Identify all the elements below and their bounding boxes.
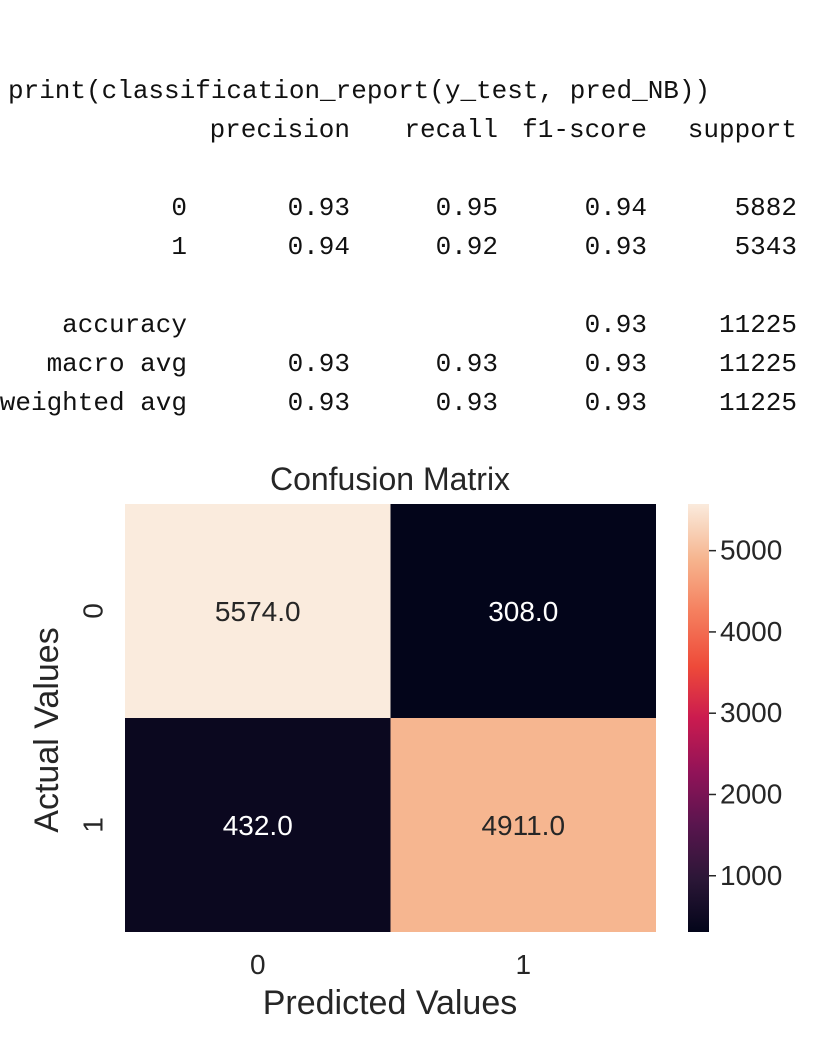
header-f1-score: f1-score	[522, 115, 647, 145]
row-precision: 0.94	[287, 232, 350, 262]
report-command: print(classification_report(y_test, pred…	[8, 76, 711, 106]
colorbar-tick-label: 1000	[720, 860, 782, 891]
row-label: macro avg	[46, 349, 187, 379]
row-recall: 0.93	[435, 349, 498, 379]
report-command-line: print(classification_report(y_test, pred…	[0, 72, 830, 111]
colorbar-tick-label: 5000	[720, 535, 782, 566]
colorbar-tick-label: 3000	[720, 697, 782, 728]
colorbar-tick-label: 4000	[720, 616, 782, 647]
x-axis-label: Predicted Values	[263, 984, 518, 1022]
heatmap-cell	[390, 504, 656, 718]
row-recall: 0.95	[435, 193, 498, 223]
cell-annotation: 5574.0	[215, 596, 301, 627]
row-precision: 0.93	[287, 349, 350, 379]
row-recall: 0.92	[435, 232, 498, 262]
cell-annotation: 308.0	[488, 596, 558, 627]
row-support: 5882	[734, 193, 797, 223]
row-label: 1	[171, 232, 187, 262]
row-support: 11225	[718, 388, 797, 418]
row-support: 11225	[718, 310, 797, 340]
row-label: accuracy	[62, 310, 187, 340]
row-support: 11225	[718, 349, 797, 379]
row-precision: 0.93	[287, 193, 350, 223]
report-row-macro-avg: macro avg 0.93 0.93 0.93 11225	[0, 345, 830, 384]
row-precision: 0.93	[287, 388, 350, 418]
y-axis-label: Actual Values	[28, 627, 66, 832]
heatmap-cell	[125, 504, 391, 718]
cell-annotation: 432.0	[223, 810, 293, 841]
row-f1: 0.93	[584, 310, 647, 340]
colorbar-tick-label: 2000	[720, 778, 782, 809]
report-header-row: precision recall f1-score support	[0, 111, 830, 150]
report-row-weighted-avg: weighted avg 0.93 0.93 0.93 11225	[0, 384, 830, 423]
row-support: 5343	[734, 232, 797, 262]
header-recall: recall	[404, 115, 498, 145]
x-tick-label: 0	[250, 949, 266, 980]
classification-report: print(classification_report(y_test, pred…	[0, 72, 830, 423]
row-label: weighted avg	[0, 388, 187, 418]
row-f1: 0.94	[584, 193, 647, 223]
header-support: support	[687, 115, 797, 145]
header-precision: precision	[209, 115, 350, 145]
colorbar	[688, 504, 709, 932]
row-recall: 0.93	[435, 388, 498, 418]
report-row-accuracy: accuracy 0.93 11225	[0, 306, 830, 345]
row-f1: 0.93	[584, 349, 647, 379]
cell-annotation: 4911.0	[481, 810, 565, 841]
heatmap-cell	[125, 718, 391, 932]
row-label: 0	[171, 193, 187, 223]
row-f1: 0.93	[584, 388, 647, 418]
row-f1: 0.93	[584, 232, 647, 262]
chart-title: Confusion Matrix	[270, 461, 510, 497]
x-tick-label: 1	[515, 949, 531, 980]
report-row-class-1: 1 0.94 0.92 0.93 5343	[0, 228, 830, 267]
heatmap-cell	[390, 718, 656, 932]
report-row-class-0: 0 0.93 0.95 0.94 5882	[0, 189, 830, 228]
y-tick-label: 0	[78, 603, 109, 619]
y-tick-label: 1	[78, 817, 109, 833]
